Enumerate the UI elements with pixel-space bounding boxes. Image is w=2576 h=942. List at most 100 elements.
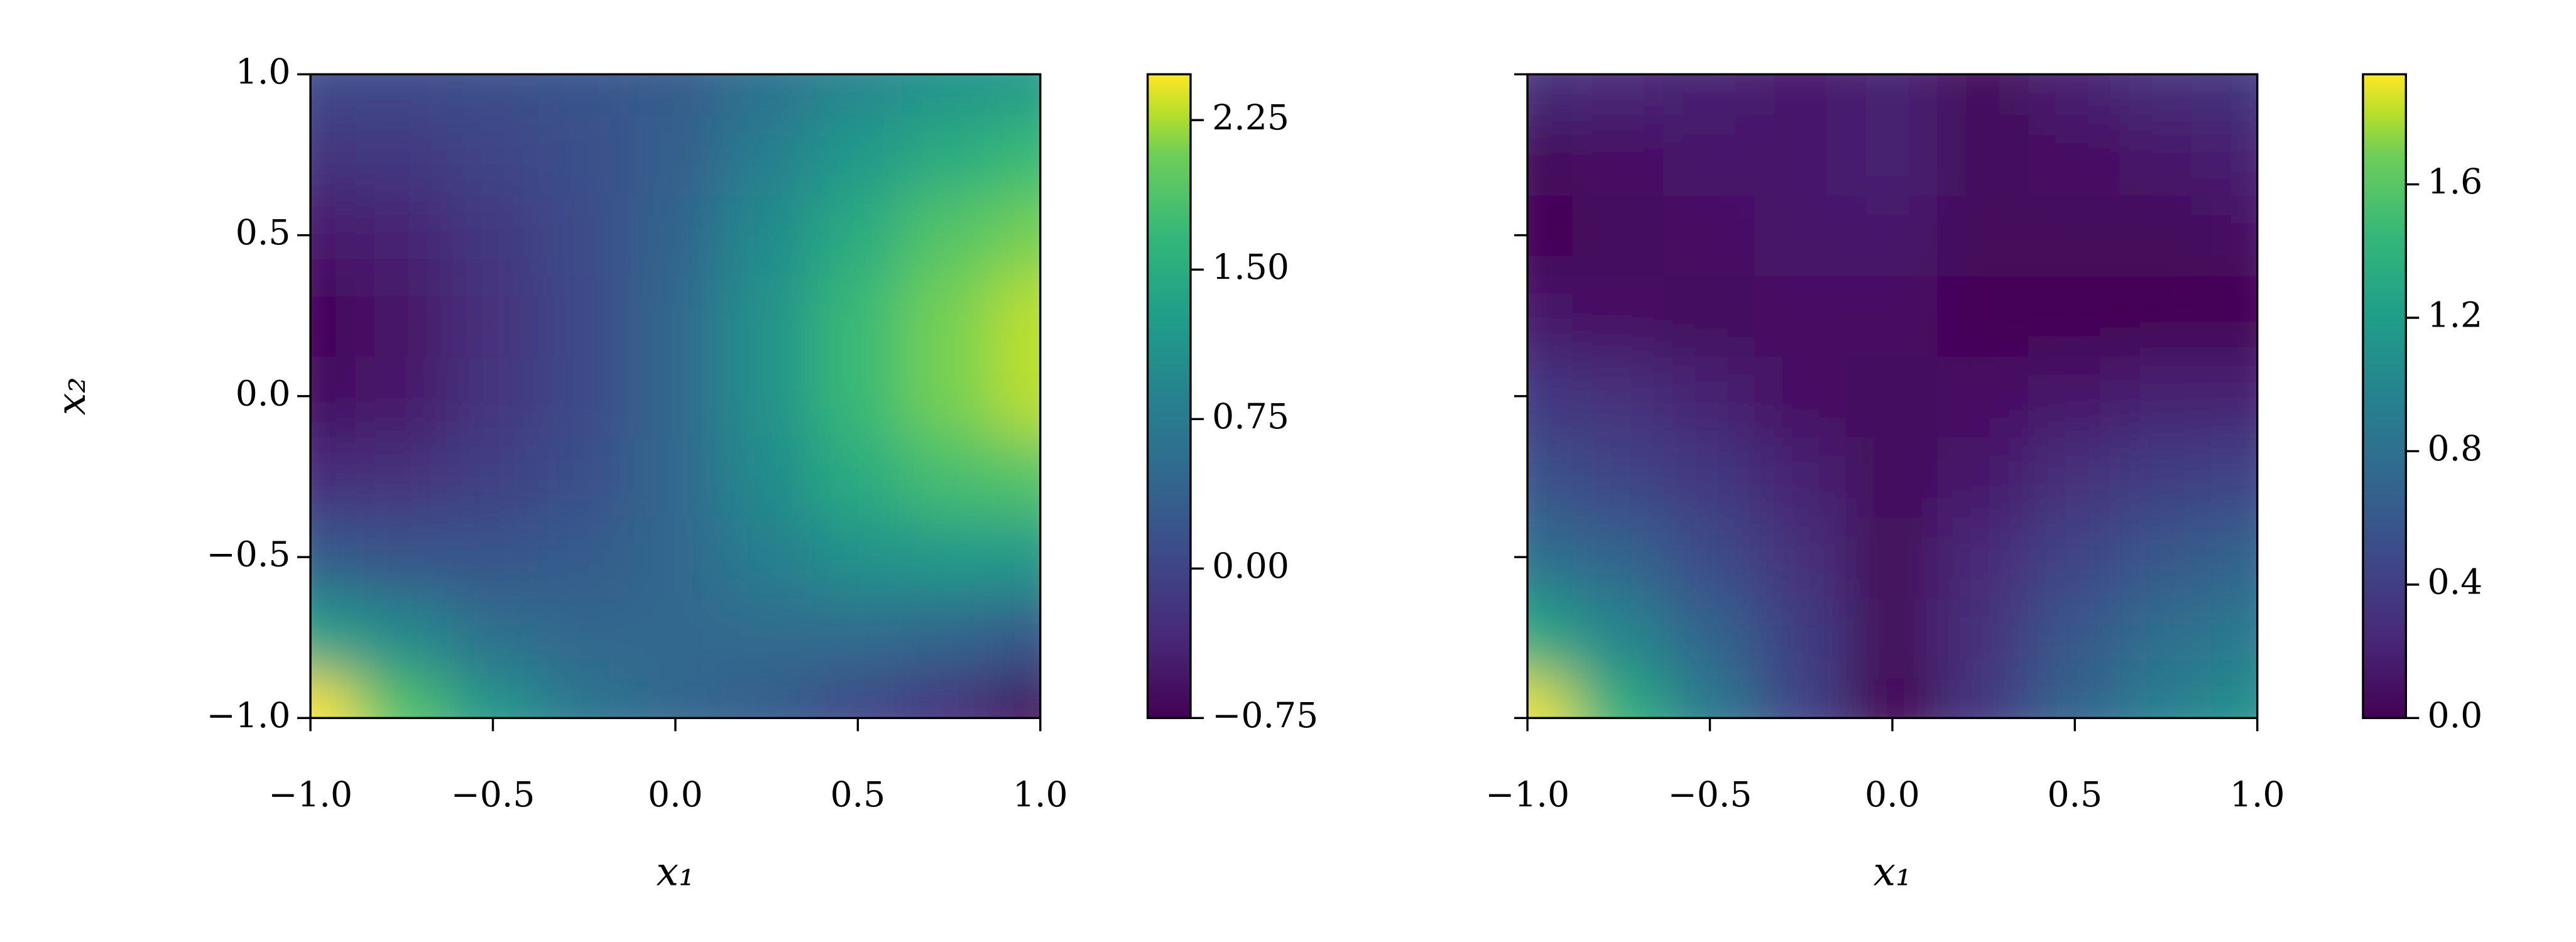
cell — [720, 74, 814, 116]
cell — [2210, 194, 2257, 276]
cell — [1937, 74, 2031, 116]
cell — [1846, 274, 1939, 357]
heatmap — [310, 74, 1040, 718]
cell — [1572, 194, 1666, 276]
cell — [902, 435, 996, 518]
cell — [537, 355, 631, 438]
cell — [537, 194, 631, 276]
y-tick-label: −1.0 — [207, 696, 291, 736]
cell — [1846, 74, 1939, 116]
cell — [446, 74, 540, 116]
cell — [1572, 596, 1666, 679]
cell — [2210, 355, 2257, 438]
cell — [1754, 74, 1848, 116]
cell — [902, 274, 996, 357]
heatmap-cells — [310, 74, 1040, 718]
cell — [993, 74, 1040, 116]
colorbar — [1146, 73, 1192, 720]
x-tick-label: −1.0 — [1485, 775, 1569, 815]
cell — [1572, 676, 1666, 718]
colorbar-tick-label: −0.75 — [1212, 696, 1318, 736]
colorbar-tick-label: 0.8 — [2427, 429, 2482, 469]
cell — [1846, 194, 1939, 276]
cell — [902, 516, 996, 598]
cell — [1572, 74, 1666, 116]
cell — [310, 516, 357, 598]
cell — [811, 274, 905, 357]
cell — [1846, 355, 1939, 438]
cell — [310, 676, 357, 718]
cell — [1846, 435, 1939, 518]
cell — [811, 676, 905, 718]
cell — [993, 274, 1040, 357]
cell — [1937, 355, 2031, 438]
cell — [2028, 596, 2122, 679]
cell — [537, 516, 631, 598]
cell — [1572, 435, 1666, 518]
cell — [811, 114, 905, 196]
colorbar-tick-label: 1.6 — [2427, 162, 2482, 202]
cell — [355, 74, 449, 116]
cell — [811, 355, 905, 438]
cell — [2119, 355, 2213, 438]
cell — [811, 435, 905, 518]
cell — [1754, 516, 1848, 598]
cell — [1572, 355, 1666, 438]
x-tick-label: −1.0 — [268, 775, 352, 815]
colorbar-tick-label: 0.4 — [2427, 562, 2482, 602]
cell — [2119, 114, 2213, 196]
cell — [310, 596, 357, 679]
cell — [355, 274, 449, 357]
cell — [720, 676, 814, 718]
colorbar-tick-label: 0.0 — [2427, 696, 2482, 736]
cell — [993, 355, 1040, 438]
cell — [2028, 274, 2122, 357]
cell — [629, 355, 722, 438]
cell — [355, 114, 449, 196]
cell — [993, 676, 1040, 718]
cell — [1527, 274, 1575, 357]
colorbar — [2362, 73, 2408, 720]
cell — [720, 274, 814, 357]
cell — [2119, 194, 2213, 276]
cell — [1937, 114, 2031, 196]
y-tick-label: −0.5 — [207, 535, 291, 575]
cell — [993, 596, 1040, 679]
cell — [1754, 194, 1848, 276]
cell — [1663, 194, 1757, 276]
cell — [1754, 355, 1848, 438]
x-tick-label: −0.5 — [451, 775, 535, 815]
cell — [310, 355, 357, 438]
cell — [310, 435, 357, 518]
cell — [355, 355, 449, 438]
cell — [993, 435, 1040, 518]
cell — [2119, 74, 2213, 116]
cell — [310, 114, 357, 196]
cell — [537, 74, 631, 116]
cell — [1527, 435, 1575, 518]
cell — [1663, 355, 1757, 438]
cell — [537, 435, 631, 518]
cell — [629, 676, 722, 718]
cell — [1663, 676, 1757, 718]
colorbar-tick-label: 2.25 — [1212, 98, 1289, 138]
cell — [537, 596, 631, 679]
x-tick-label: 0.5 — [830, 775, 885, 815]
colorbar-tick-label: 1.2 — [2427, 295, 2482, 335]
cell — [811, 74, 905, 116]
cell — [2028, 516, 2122, 598]
cell — [1527, 596, 1575, 679]
cell — [446, 274, 540, 357]
cell — [537, 114, 631, 196]
x-axis-label: x₁ — [657, 848, 695, 895]
cell — [629, 194, 722, 276]
cell — [310, 274, 357, 357]
cell — [1937, 596, 2031, 679]
cell — [2028, 435, 2122, 518]
cell — [629, 74, 722, 116]
cell — [1527, 676, 1575, 718]
cell — [2210, 516, 2257, 598]
cell — [446, 516, 540, 598]
cell — [1527, 355, 1575, 438]
x-tick-label: 1.0 — [1013, 775, 1068, 815]
